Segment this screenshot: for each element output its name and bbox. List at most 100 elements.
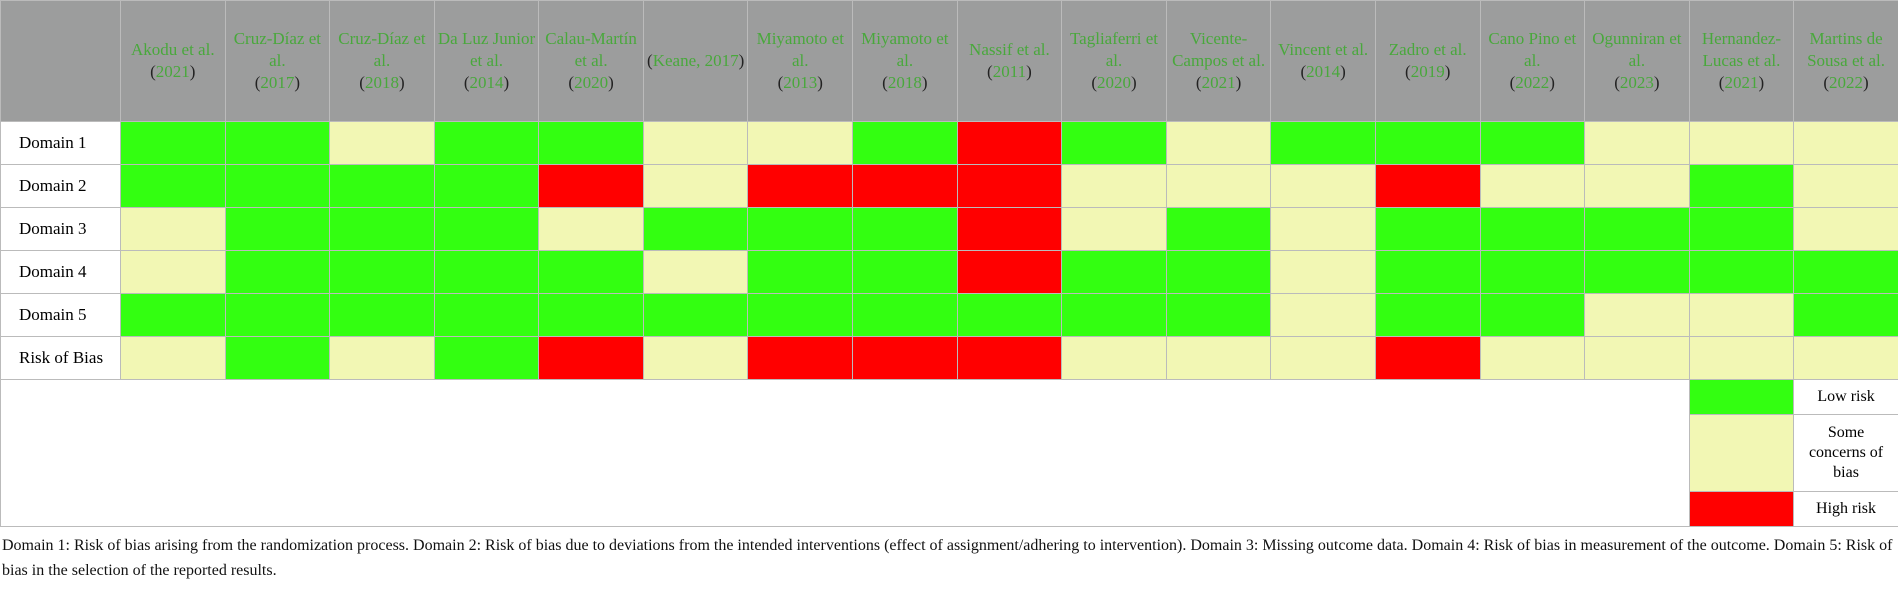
citation-part: 2020 [574,73,609,92]
rating-cell [538,250,644,294]
citation-part: ) [738,51,745,70]
rating-cell [1479,250,1586,294]
rating-cell [538,207,644,251]
citation-part: ( [1614,73,1620,92]
rating-cell [329,207,435,251]
citation-part: ) [189,62,196,81]
citation-part: 2014 [469,73,504,92]
citation-part: ( [568,73,575,92]
study-name: Miyamoto et al. [861,29,949,70]
rating-cell [642,121,749,165]
citation-part: ( [1509,73,1516,92]
rating-cell [1374,164,1481,208]
rating-cell [956,164,1063,208]
citation-part: ) [1340,62,1346,81]
rating-cell [956,250,1063,294]
column-header: Da Luz Junior et al. (2014) [433,0,540,122]
citation-part: ) [1026,62,1032,81]
rating-cell [1688,207,1795,251]
rating-cell [1688,336,1795,380]
study-name: Akodu et al. [131,40,215,59]
rating-cell [852,121,958,165]
rating-cell [852,207,958,251]
rating-cell [1165,293,1272,337]
rating-cell [642,336,749,380]
citation-part: ) [921,73,928,92]
legend-label: Some concerns of bias [1793,414,1898,492]
citation-part: Keane, 2017 [652,51,739,70]
column-header: Nassif et al. (2011) [956,0,1063,122]
citation-part: ) [503,73,510,92]
table-row: Domain 2 [0,164,1898,208]
citation-part: ( [359,73,365,92]
column-header: (Keane, 2017) [642,0,749,122]
study-name: Cruz-Díaz et al. [338,29,426,70]
citation-part: ( [647,51,653,70]
citation-part: ) [1130,73,1137,92]
row-label: Domain 3 [0,207,121,251]
legend-spacer [0,379,1690,527]
rating-cell [1479,336,1586,380]
rating-cell [329,121,435,165]
rating-cell [852,293,958,337]
citation-part: 2018 [887,73,922,92]
citation-part: 2019 [1410,62,1445,81]
rating-cell [1479,293,1586,337]
column-header: Miyamoto et al. (2013) [747,0,854,122]
rating-cell [224,293,331,337]
citation-part: 2017 [260,73,295,92]
column-header: Martins de Sousa et al. (2022) [1793,0,1898,122]
study-name: Tagliaferri et al. [1069,29,1158,70]
risk-table: Akodu et al. (2021) Cruz-Díaz et al. (2017)… [0,0,1898,527]
rating-cell [1270,121,1376,165]
rating-cell [1061,207,1167,251]
study-name: Ogunniran et al. [1592,29,1682,70]
legend-row: Low risk [0,379,1898,527]
rating-cell [433,121,540,165]
citation-part: ) [817,73,823,92]
citation-part: ) [1549,73,1555,92]
rating-cell [538,293,644,337]
rating-cell [120,164,226,208]
rating-cell [1270,336,1376,380]
citation-part: ( [1195,73,1202,92]
column-header: Miyamoto et al. (2018) [852,0,958,122]
citation-part: 2021 [155,62,190,81]
rating-cell [329,164,435,208]
corner [0,0,121,122]
study-name: Miyamoto et al. [756,29,844,70]
column-header: Tagliaferri et al. (2020) [1061,0,1167,122]
citation-part: 2011 [992,62,1027,81]
row-label: Domain 1 [0,121,121,165]
citation-part: ) [1653,73,1660,92]
citation-part: ) [398,73,405,92]
study-name: Cano Pino et al. [1488,29,1577,70]
rating-cell [1479,164,1586,208]
rating-cell [1793,250,1898,294]
rating-cell [538,164,644,208]
footnote: Domain 1: Risk of bias arising from the … [2,537,1893,579]
table-row: Domain 4 [0,250,1898,294]
citation-part: ( [254,73,261,92]
legend-swatch [1688,491,1795,527]
rating-cell [1165,164,1272,208]
rating-cell [852,164,958,208]
study-name: Vicente-Campos et al. [1172,29,1266,70]
rating-cell [1584,250,1690,294]
rating-cell [1374,207,1481,251]
citation-part: ( [1091,73,1097,92]
rating-cell [1061,293,1167,337]
rating-cell [1584,121,1690,165]
row-label: Risk of Bias [0,336,121,380]
citation-part: ) [294,73,301,92]
rating-cell [433,164,540,208]
study-name: Zadro et al. [1388,40,1467,59]
citation-part: ( [463,73,470,92]
rating-cell [1165,336,1272,380]
column-header: Zadro et al. (2019) [1374,0,1481,122]
study-name: Calau-Martín et al. [545,29,637,70]
citation-part: ) [1235,73,1242,92]
rating-cell [1793,121,1898,165]
rating-cell [1061,250,1167,294]
